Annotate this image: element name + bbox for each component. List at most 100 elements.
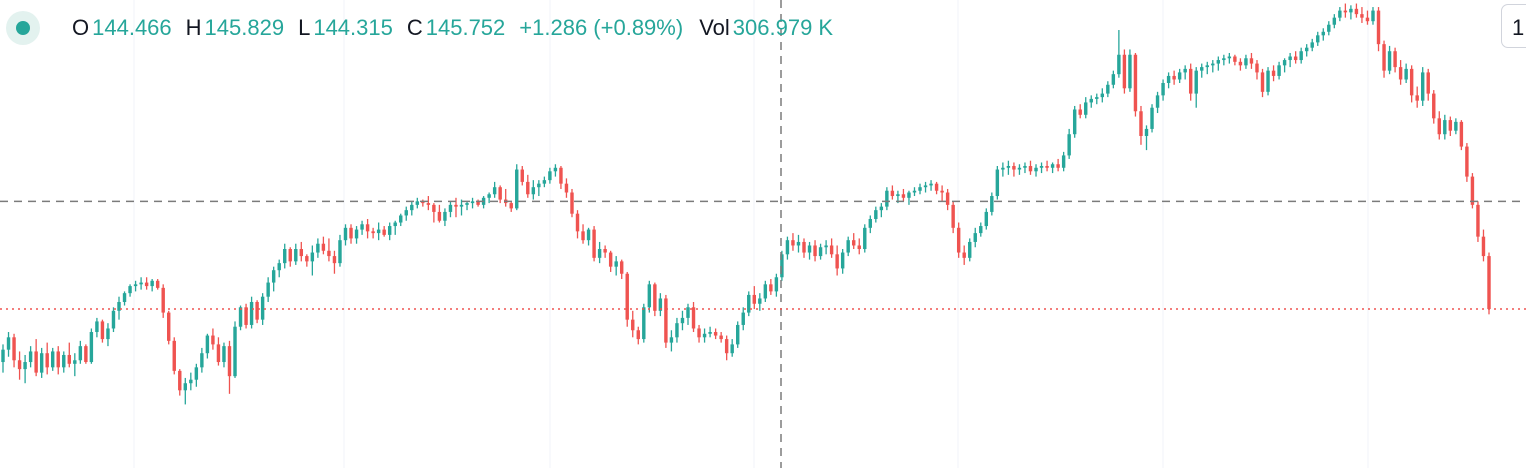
candle bbox=[1227, 52, 1232, 64]
candle bbox=[526, 174, 530, 198]
candle-body bbox=[28, 351, 33, 363]
candle bbox=[1437, 111, 1441, 140]
candle bbox=[139, 277, 143, 290]
candle bbox=[934, 181, 939, 195]
candle-body bbox=[702, 333, 707, 338]
candle bbox=[1144, 125, 1149, 151]
candle-body bbox=[675, 323, 679, 338]
candle-body bbox=[117, 301, 121, 311]
candle bbox=[487, 192, 491, 204]
candle bbox=[1398, 60, 1403, 85]
candle-body bbox=[1371, 10, 1375, 22]
candle bbox=[255, 300, 259, 324]
candle-body bbox=[896, 194, 900, 197]
candle-body bbox=[1426, 72, 1430, 94]
candle bbox=[1161, 79, 1165, 101]
candle-body bbox=[45, 353, 49, 368]
candle bbox=[448, 201, 453, 218]
candle bbox=[150, 279, 154, 292]
candle-body bbox=[172, 340, 176, 371]
candle bbox=[785, 236, 790, 260]
candle-body bbox=[6, 337, 11, 350]
candle bbox=[956, 222, 961, 258]
candle-body bbox=[736, 324, 740, 345]
candle-body bbox=[1470, 176, 1475, 205]
candle-body bbox=[863, 227, 867, 250]
candle bbox=[23, 354, 27, 384]
candle-body bbox=[575, 213, 580, 232]
candle bbox=[575, 210, 580, 239]
candle-body bbox=[399, 215, 403, 223]
candle bbox=[979, 222, 983, 237]
candle bbox=[316, 238, 320, 258]
candle bbox=[1426, 68, 1430, 101]
candle bbox=[1012, 162, 1016, 177]
market-status-indicator[interactable] bbox=[6, 11, 40, 45]
candle-body bbox=[984, 211, 989, 227]
candle-body bbox=[824, 245, 828, 248]
candle-body bbox=[1, 349, 5, 363]
candle-body bbox=[1271, 70, 1276, 76]
candle-body bbox=[1465, 146, 1469, 177]
candle bbox=[1001, 162, 1005, 177]
candle-body bbox=[1017, 167, 1022, 170]
candle-body bbox=[890, 190, 895, 197]
candle bbox=[415, 197, 420, 209]
candle-body bbox=[1122, 54, 1127, 89]
candle bbox=[51, 347, 55, 371]
candle bbox=[647, 280, 652, 313]
candle bbox=[1194, 67, 1198, 108]
interval-button[interactable]: 1 bbox=[1501, 4, 1526, 48]
candle-body bbox=[1227, 56, 1232, 59]
candle bbox=[106, 323, 110, 347]
candle-body bbox=[200, 353, 204, 368]
candle-body bbox=[785, 240, 790, 255]
candle-body bbox=[338, 240, 342, 264]
candle-body bbox=[625, 273, 629, 320]
candle bbox=[636, 326, 640, 345]
candle-body bbox=[1437, 118, 1441, 135]
candle-body bbox=[1166, 75, 1171, 83]
ohlc-legend: O 144.466 H 145.829 L 144.315 C 145.752 … bbox=[6, 11, 847, 45]
candle-body bbox=[277, 263, 281, 271]
grid bbox=[133, 0, 1369, 468]
candle bbox=[515, 164, 519, 211]
candle-body bbox=[852, 240, 856, 246]
candle-body bbox=[730, 344, 734, 354]
candle bbox=[1028, 160, 1033, 175]
candle-body bbox=[1321, 31, 1325, 36]
candle-body bbox=[51, 351, 55, 368]
candle-body bbox=[951, 204, 955, 228]
candle bbox=[840, 249, 845, 274]
candle-body bbox=[249, 301, 254, 325]
candle-body bbox=[144, 282, 149, 287]
candle-body bbox=[1393, 51, 1397, 68]
candle-body bbox=[542, 180, 547, 184]
candle bbox=[481, 196, 486, 209]
candle-body bbox=[432, 204, 436, 212]
candle-body bbox=[1172, 75, 1176, 80]
candle-body bbox=[150, 280, 154, 287]
candle-body bbox=[1006, 166, 1011, 168]
candle-body bbox=[835, 254, 839, 269]
candle-body bbox=[393, 222, 397, 227]
candle-body bbox=[1200, 67, 1204, 71]
candle bbox=[1078, 104, 1082, 119]
candle bbox=[1205, 61, 1209, 75]
candle-body bbox=[194, 367, 199, 380]
candle-body bbox=[73, 360, 77, 364]
candle-body bbox=[537, 183, 541, 188]
candle-body bbox=[1255, 63, 1259, 73]
candle-body bbox=[664, 298, 668, 343]
candle-body bbox=[1459, 121, 1464, 147]
candle-body bbox=[56, 351, 60, 368]
candle bbox=[741, 307, 745, 331]
candle bbox=[724, 335, 729, 361]
candle-body bbox=[492, 187, 497, 195]
candle bbox=[1072, 105, 1077, 138]
candle bbox=[6, 332, 11, 357]
candle-body bbox=[515, 169, 519, 209]
candle bbox=[244, 303, 248, 329]
candle-body bbox=[1216, 60, 1221, 64]
